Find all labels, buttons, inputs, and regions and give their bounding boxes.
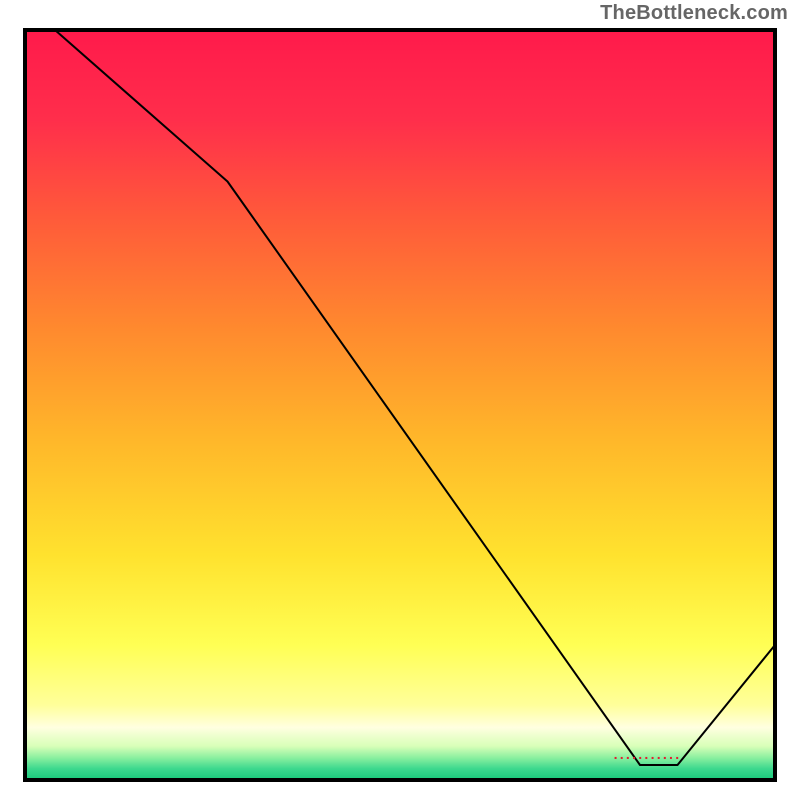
attribution-label: TheBottleneck.com xyxy=(600,2,788,25)
bottleneck-chart: ··········· xyxy=(0,0,800,800)
valley-marker-label: ··········· xyxy=(614,750,682,766)
gradient-background xyxy=(25,30,775,780)
